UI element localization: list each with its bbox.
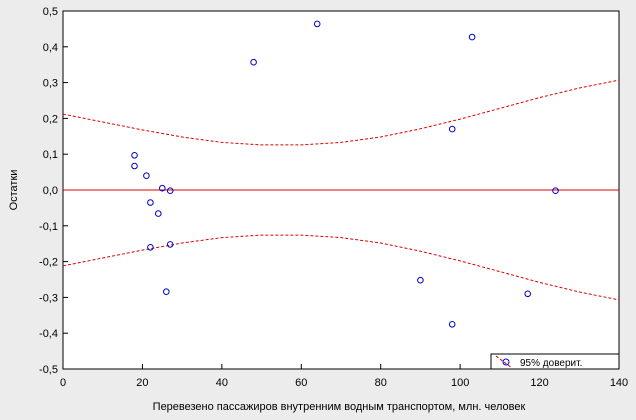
confidence-lower-line — [62, 234, 620, 301]
y-tick-label: -0,3 — [39, 292, 58, 304]
x-tick-label: 40 — [216, 377, 228, 389]
legend-label: 95% доверит. — [520, 358, 582, 369]
data-point — [468, 33, 476, 41]
x-tick-label: 60 — [295, 377, 307, 389]
legend-point-swatch — [502, 358, 510, 366]
x-tick-label: 120 — [530, 377, 548, 389]
data-point — [155, 210, 162, 217]
y-axis-label: Остатки — [8, 170, 20, 211]
confidence-upper-line — [62, 79, 620, 146]
x-tick-label: 140 — [610, 377, 628, 389]
legend-box — [490, 353, 620, 370]
data-point — [159, 184, 166, 192]
x-tick-label: 20 — [136, 377, 148, 389]
y-tick-label: 0,2 — [43, 113, 58, 125]
data-point — [163, 288, 170, 296]
data-point — [143, 172, 150, 179]
legend: 95% доверит. — [490, 353, 620, 370]
x-tick-label: 80 — [375, 377, 387, 389]
y-tick-label: -0,1 — [39, 221, 58, 233]
data-point — [131, 152, 138, 159]
data-point — [417, 276, 424, 284]
data-point — [524, 290, 532, 298]
x-tick-label: 100 — [451, 377, 469, 389]
data-point — [147, 199, 154, 206]
data-point — [313, 20, 321, 28]
x-axis-label: Перевезено пассажиров внутренним водным … — [153, 401, 526, 413]
x-ticks: 0 20 40 60 80 100 120 140 — [60, 364, 628, 389]
data-point — [147, 244, 154, 251]
y-tick-label: 0,4 — [43, 42, 58, 54]
y-tick-label: 0,5 — [43, 6, 58, 18]
data-point — [166, 241, 174, 248]
data-point — [552, 187, 559, 194]
y-tick-label: -0,4 — [39, 328, 58, 340]
data-point — [166, 187, 174, 194]
y-tick-label: -0,2 — [39, 257, 58, 269]
y-tick-label: 0,3 — [43, 78, 58, 90]
y-ticks: -0,5 -0,4 -0,3 -0,2 -0,1 0,0 0,1 0,2 0,3 0,4 0,5 — [39, 6, 68, 376]
x-tick-label: 0 — [60, 377, 66, 389]
legend-line-swatch — [495, 355, 513, 369]
y-tick-label: 0,0 — [43, 185, 58, 197]
data-point — [448, 125, 456, 133]
data-point — [448, 321, 456, 328]
data-point — [250, 58, 257, 66]
y-tick-label: -0,5 — [39, 364, 58, 376]
y-tick-label: 0,1 — [43, 149, 58, 161]
data-points — [131, 20, 559, 328]
confidence-band — [62, 79, 620, 301]
data-point — [131, 162, 138, 170]
